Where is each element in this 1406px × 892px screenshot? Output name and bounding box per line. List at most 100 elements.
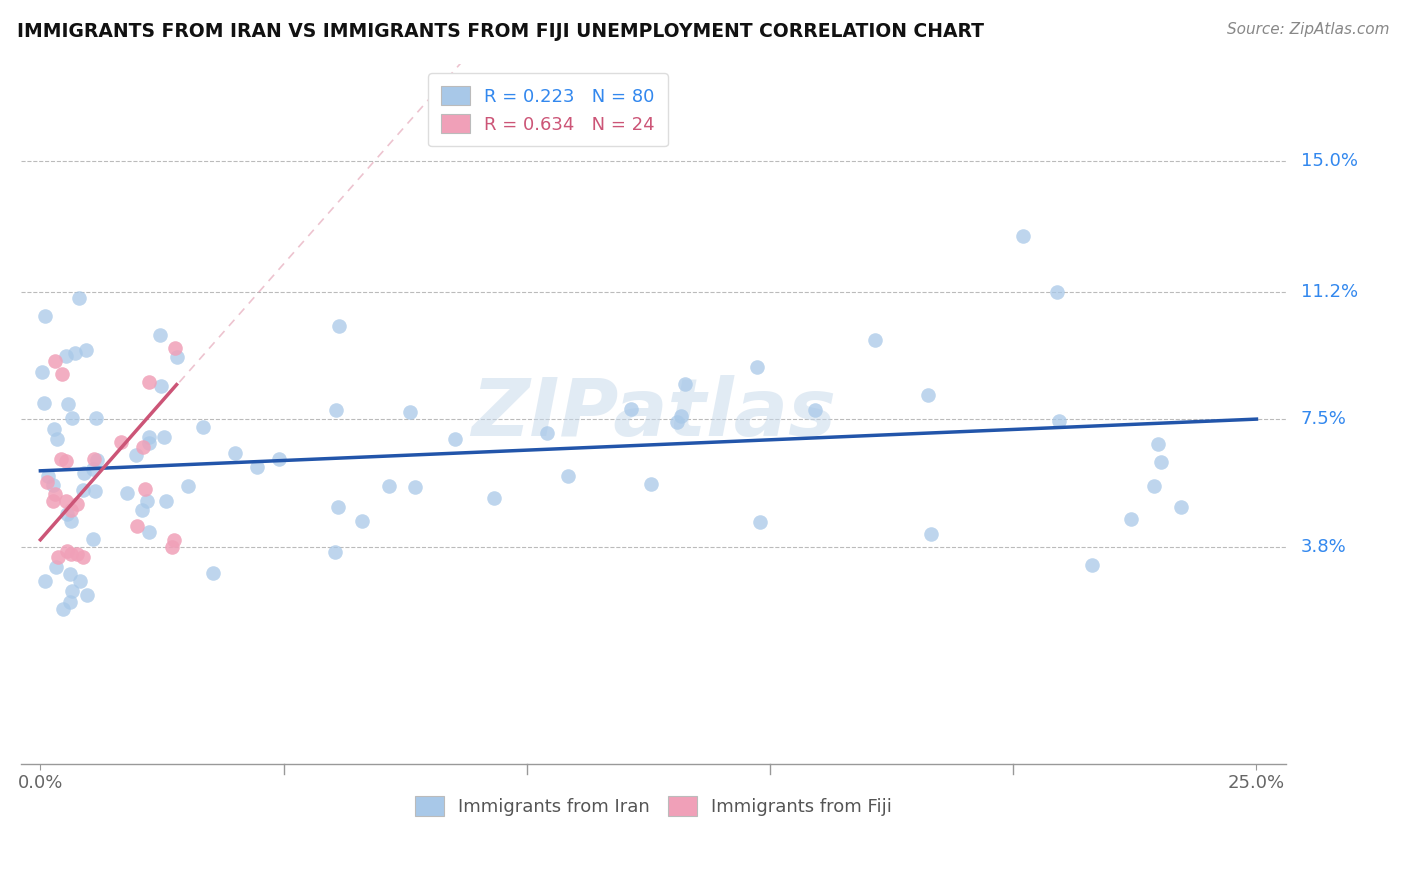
Point [83, 452, 105, 467]
Point [72, 483, 94, 498]
Point [1047, 414, 1070, 428]
Point [803, 402, 825, 417]
Point [748, 515, 770, 529]
Point [55, 508, 77, 522]
Point [59, 547, 82, 561]
Point [55, 494, 77, 508]
Point [66, 497, 89, 511]
Point [75, 343, 97, 358]
Point [55, 349, 77, 363]
Point [1011, 229, 1033, 244]
Point [37, 469, 59, 483]
Point [1119, 512, 1142, 526]
Point [920, 527, 942, 541]
Point [66, 547, 89, 561]
Text: Source: ZipAtlas.com: Source: ZipAtlas.com [1226, 22, 1389, 37]
Point [745, 360, 768, 375]
Point [55, 454, 77, 468]
Point [73, 466, 96, 480]
Point [325, 545, 347, 559]
Point [44, 487, 66, 501]
Text: 7.5%: 7.5% [1301, 410, 1347, 428]
Point [31, 365, 53, 379]
Point [138, 524, 160, 539]
Point [52, 601, 75, 615]
Point [32, 396, 55, 410]
Point [86, 453, 108, 467]
Point [1045, 285, 1067, 299]
Point [59, 595, 82, 609]
Legend: Immigrants from Iran, Immigrants from Fiji: Immigrants from Iran, Immigrants from Fi… [405, 787, 901, 825]
Text: ZIPatlas: ZIPatlas [471, 375, 835, 453]
Point [37, 475, 59, 490]
Point [917, 388, 939, 402]
Point [42, 493, 65, 508]
Point [1150, 455, 1173, 469]
Point [1147, 437, 1170, 451]
Point [134, 483, 156, 497]
Point [640, 477, 662, 491]
Point [131, 502, 153, 516]
Point [59, 502, 82, 516]
Point [444, 432, 467, 446]
Point [1170, 500, 1192, 515]
Point [399, 405, 422, 419]
Point [1081, 558, 1104, 572]
Point [76, 588, 98, 602]
Point [49, 452, 72, 467]
Point [328, 318, 350, 333]
Point [46, 432, 69, 446]
Point [56, 544, 79, 558]
Point [34, 574, 56, 588]
Point [863, 333, 886, 347]
Point [138, 375, 160, 389]
Point [125, 448, 148, 462]
Point [69, 574, 91, 588]
Point [34, 309, 56, 323]
Point [83, 484, 105, 499]
Point [138, 429, 160, 443]
Point [666, 415, 689, 429]
Point [404, 480, 426, 494]
Point [138, 436, 160, 450]
Point [132, 441, 155, 455]
Point [673, 377, 696, 392]
Point [42, 478, 65, 492]
Point [536, 426, 558, 441]
Point [557, 468, 579, 483]
Point [482, 491, 505, 506]
Point [1143, 479, 1166, 493]
Point [165, 341, 187, 355]
Text: IMMIGRANTS FROM IRAN VS IMMIGRANTS FROM FIJI UNEMPLOYMENT CORRELATION CHART: IMMIGRANTS FROM IRAN VS IMMIGRANTS FROM … [17, 22, 984, 41]
Point [59, 514, 82, 528]
Point [378, 478, 401, 492]
Point [60, 584, 83, 599]
Point [246, 460, 269, 475]
Point [110, 435, 132, 450]
Point [267, 452, 290, 467]
Point [177, 479, 200, 493]
Point [58, 567, 80, 582]
Point [42, 422, 65, 436]
Point [163, 533, 186, 547]
Text: 3.8%: 3.8% [1301, 538, 1347, 556]
Point [193, 420, 215, 434]
Point [44, 353, 66, 368]
Point [82, 462, 104, 476]
Point [152, 430, 174, 444]
Point [84, 410, 107, 425]
Point [125, 518, 148, 533]
Point [82, 532, 104, 546]
Point [325, 403, 347, 417]
Point [352, 514, 374, 528]
Point [60, 411, 83, 425]
Point [201, 566, 224, 580]
Point [51, 368, 73, 382]
Point [224, 445, 246, 459]
Text: 11.2%: 11.2% [1301, 283, 1358, 301]
Point [149, 328, 172, 343]
Point [115, 486, 138, 500]
Point [162, 540, 184, 554]
Text: 15.0%: 15.0% [1301, 152, 1358, 169]
Point [46, 549, 69, 564]
